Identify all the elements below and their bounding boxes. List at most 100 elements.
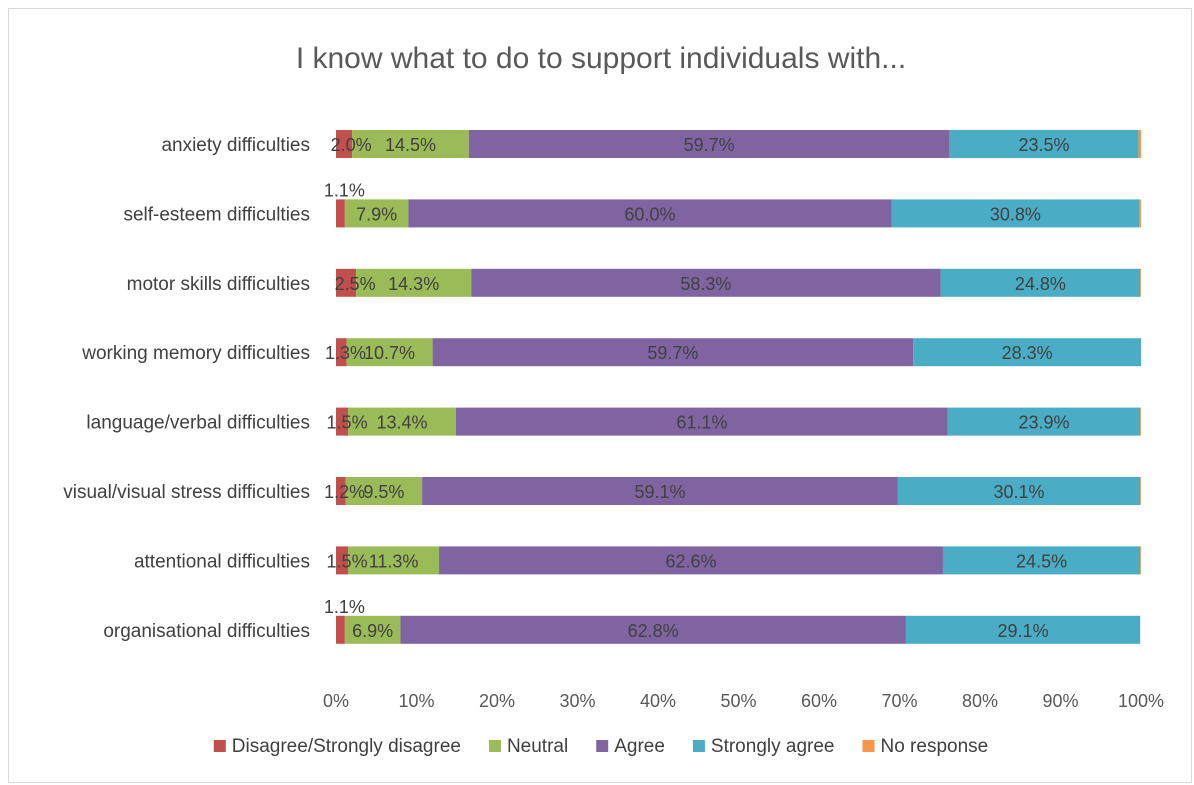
data-label: 28.3% bbox=[1002, 343, 1053, 363]
bar-segment bbox=[439, 546, 943, 575]
bar-segment bbox=[897, 477, 1141, 505]
data-label: 24.5% bbox=[1016, 551, 1067, 571]
bar-segment bbox=[471, 268, 941, 297]
data-label: 62.8% bbox=[628, 621, 679, 641]
legend-entry: Neutral bbox=[507, 736, 568, 757]
data-label: 13.4% bbox=[376, 413, 427, 433]
bar-segment bbox=[905, 615, 1141, 644]
x-tick-label: 50% bbox=[720, 691, 756, 711]
bar-segment bbox=[1139, 199, 1141, 228]
bar-segment bbox=[942, 546, 1141, 575]
legend-swatch bbox=[692, 740, 705, 752]
data-label: 7.9% bbox=[356, 204, 397, 224]
x-tick-label: 20% bbox=[479, 691, 515, 711]
data-label: 29.1% bbox=[998, 621, 1049, 641]
data-label: 11.3% bbox=[369, 551, 419, 571]
x-tick-label: 40% bbox=[640, 691, 676, 711]
data-label: 14.5% bbox=[385, 135, 436, 155]
legend-entry: Agree bbox=[614, 736, 665, 757]
data-label: 23.9% bbox=[1018, 413, 1069, 433]
legend-entry: Strongly agree bbox=[711, 736, 835, 757]
bar-segment bbox=[336, 477, 346, 505]
data-label: 2.0% bbox=[331, 135, 372, 155]
data-label: 1.5% bbox=[327, 413, 368, 433]
category-label: visual/visual stress difficulties bbox=[63, 482, 310, 503]
legend-swatch bbox=[488, 740, 501, 752]
bar-segment bbox=[336, 615, 345, 644]
x-tick-label: 80% bbox=[962, 691, 998, 711]
bar-segment bbox=[346, 338, 433, 367]
bar-segment bbox=[400, 615, 906, 644]
legend-swatch bbox=[862, 740, 875, 752]
data-label: 1.3% bbox=[325, 343, 366, 363]
bar-segment bbox=[348, 546, 440, 575]
bar-segment bbox=[913, 338, 1141, 367]
category-label: working memory difficulties bbox=[81, 343, 310, 364]
legend-swatch bbox=[213, 740, 226, 752]
bar-segment bbox=[940, 268, 1141, 297]
bar-segment bbox=[947, 407, 1141, 436]
data-label: 58.3% bbox=[680, 274, 731, 294]
bar-segment bbox=[1140, 546, 1141, 575]
bar-segment bbox=[408, 199, 892, 228]
bar-segment bbox=[468, 130, 950, 158]
bar-segment bbox=[432, 338, 914, 367]
bar-segment bbox=[1140, 477, 1141, 505]
data-label: 6.9% bbox=[352, 621, 393, 641]
data-label: 9.5% bbox=[363, 482, 404, 502]
data-label: 10.7% bbox=[364, 343, 415, 363]
x-tick-label: 10% bbox=[398, 691, 434, 711]
bar-segment bbox=[344, 199, 409, 228]
category-label: motor skills difficulties bbox=[127, 274, 310, 295]
legend-entry: Disagree/Strongly disagree bbox=[232, 736, 461, 757]
bar-segment bbox=[949, 130, 1139, 158]
data-label: 1.5% bbox=[327, 551, 368, 571]
legend: Disagree/Strongly disagree Neutral Agree St… bbox=[213, 736, 988, 757]
bar-segment bbox=[348, 407, 456, 436]
bar-segment bbox=[422, 477, 898, 505]
x-tick-label: 60% bbox=[801, 691, 837, 711]
x-tick-label: 0% bbox=[323, 691, 349, 711]
x-tick-label: 100% bbox=[1118, 691, 1164, 711]
data-label: 1.1% bbox=[324, 597, 365, 617]
bar-segment bbox=[336, 268, 357, 297]
category-label: attentional difficulties bbox=[134, 551, 310, 572]
chart-title: I know what to do to support individuals… bbox=[296, 42, 906, 75]
data-label: 59.7% bbox=[647, 343, 698, 363]
bar-segment bbox=[356, 268, 472, 297]
bar-segment bbox=[455, 407, 948, 436]
x-axis-ticks: 0% 10% 20% 30% 40% 50% 60% 70% 80% 90% 100% bbox=[323, 691, 1164, 711]
bars-layer bbox=[336, 130, 1141, 644]
category-labels-layer: anxiety difficulties self-esteem difficul… bbox=[63, 135, 310, 642]
data-label: 23.5% bbox=[1018, 135, 1069, 155]
bar-segment bbox=[336, 338, 347, 367]
data-label: 1.2% bbox=[324, 482, 365, 502]
data-label: 1.1% bbox=[324, 180, 365, 200]
data-label: 62.6% bbox=[665, 551, 716, 571]
bar-segment bbox=[1140, 268, 1141, 297]
data-label: 30.1% bbox=[994, 482, 1045, 502]
data-label: 59.7% bbox=[684, 135, 735, 155]
category-label: organisational difficulties bbox=[103, 621, 310, 642]
bar-segment bbox=[336, 407, 349, 436]
legend-swatch bbox=[596, 740, 609, 752]
data-label: 2.5% bbox=[335, 274, 376, 294]
data-label: 30.8% bbox=[990, 204, 1041, 224]
legend-entry: No response bbox=[880, 736, 988, 757]
data-label: 59.1% bbox=[634, 482, 685, 502]
x-tick-label: 30% bbox=[559, 691, 595, 711]
x-tick-label: 90% bbox=[1042, 691, 1078, 711]
category-label: self-esteem difficulties bbox=[123, 204, 310, 225]
data-label: 61.1% bbox=[676, 413, 727, 433]
bar-segment bbox=[352, 130, 469, 158]
data-labels-layer: 2.0% 14.5% 59.7% 23.5% 1.1% 7.9% 60.0% 30.8% 2.5… bbox=[324, 135, 1070, 641]
data-label: 14.3% bbox=[388, 274, 439, 294]
bar-segment bbox=[336, 199, 345, 228]
bar-segment bbox=[336, 546, 349, 575]
bar-segment bbox=[336, 130, 353, 158]
data-label: 60.0% bbox=[624, 204, 675, 224]
bar-segment bbox=[345, 477, 423, 505]
bar-segment bbox=[1140, 407, 1141, 436]
